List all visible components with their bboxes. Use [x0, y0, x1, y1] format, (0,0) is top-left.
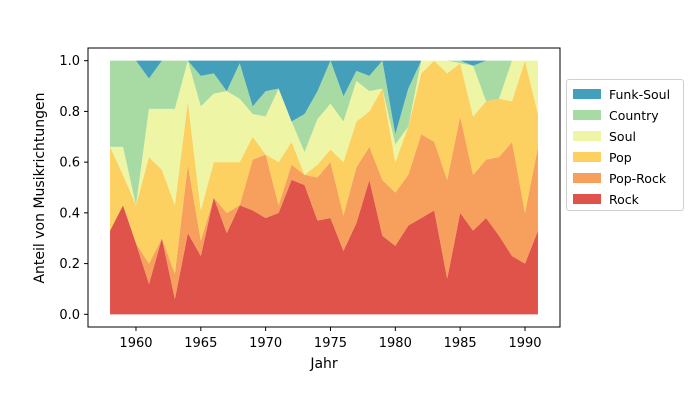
area-series-soul: [110, 60, 538, 211]
legend-label: Funk-Soul: [609, 86, 671, 102]
area-series-pop-rock: [110, 116, 538, 300]
x-tick-label: 1975: [314, 336, 347, 351]
y-axis-label: Anteil von Musikrichtungen: [32, 92, 48, 283]
plot-frame: [87, 47, 561, 328]
x-tick-label: 1985: [444, 336, 477, 351]
area-layers: [110, 60, 538, 315]
legend-item: Country: [573, 107, 659, 123]
legend-swatch: [573, 152, 601, 162]
y-tick-label: 0.4: [59, 206, 80, 221]
legend-label: Rock: [609, 191, 639, 207]
x-axis-label: Jahr: [309, 356, 338, 372]
x-tick-label: 1970: [249, 336, 282, 351]
area-series-funk-soul: [110, 60, 538, 135]
x-tick-label: 1965: [184, 336, 217, 351]
y-axis-ticks: 0.0 0.2 0.4 0.6 0.8 1.0: [59, 54, 88, 323]
y-tick-label: 0.0: [59, 308, 80, 323]
legend-label: Soul: [609, 128, 636, 144]
legend-item: Pop-Rock: [573, 170, 667, 186]
legend-swatch: [573, 194, 601, 204]
legend: Funk-Soul Country Soul Pop Pop-Rock Rock: [566, 79, 684, 211]
area-series-country: [110, 60, 538, 206]
x-tick-label: 1990: [508, 336, 541, 351]
legend-label: Country: [609, 107, 659, 123]
y-tick-label: 0.6: [59, 156, 80, 171]
legend-item: Rock: [573, 191, 639, 207]
x-tick-label: 1980: [379, 336, 412, 351]
legend-item: Funk-Soul: [573, 86, 671, 102]
x-axis-ticks: 1960 1965 1970 1975 1980 1985 1990: [119, 327, 542, 351]
legend-swatch: [573, 173, 601, 183]
legend-label: Pop: [609, 149, 632, 165]
legend-swatch: [573, 110, 601, 120]
x-tick-label: 1960: [119, 336, 152, 351]
legend-item: Soul: [573, 128, 636, 144]
legend-swatch: [573, 89, 601, 99]
y-tick-label: 0.8: [59, 105, 80, 120]
area-series-pop: [110, 60, 538, 274]
legend-item: Pop: [573, 149, 632, 165]
y-tick-label: 0.2: [59, 257, 80, 272]
legend-label: Pop-Rock: [609, 170, 667, 186]
y-tick-label: 1.0: [59, 54, 80, 69]
area-series-rock: [110, 179, 538, 315]
legend-swatch: [573, 131, 601, 141]
